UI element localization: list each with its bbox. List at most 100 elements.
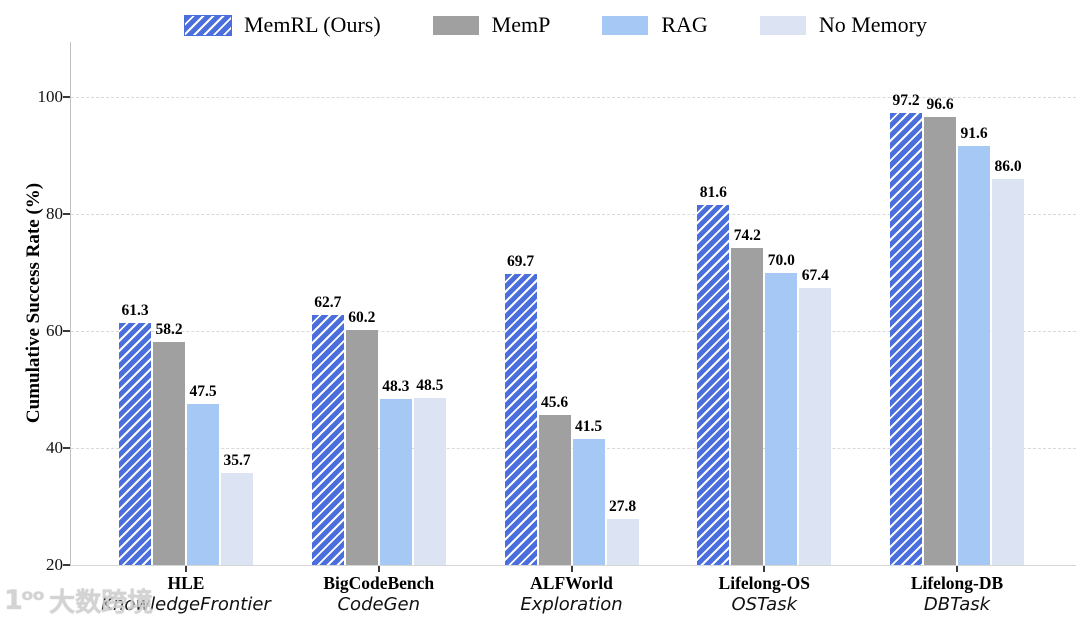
bar-slot: 27.8 [606, 42, 639, 565]
bar-memrl-ours- [311, 315, 344, 565]
legend-label: RAG [661, 12, 708, 37]
y-tick-mark [63, 564, 70, 566]
legend-item-rag: RAG [602, 12, 708, 38]
bar-no-memory [799, 287, 832, 565]
legend-swatch-icon [602, 15, 649, 35]
bar-no-memory [606, 519, 639, 565]
legend: MemRL (Ours) MemP RAG No Memory [184, 12, 927, 38]
bar-value-label: 86.0 [994, 157, 1022, 175]
legend-label: No Memory [818, 12, 927, 37]
bar-value-label: 48.3 [382, 378, 410, 396]
bar-value-label: 69.7 [506, 253, 535, 271]
bar-slot: 97.2 [890, 42, 922, 565]
bar-value-label: 70.0 [767, 251, 795, 269]
bar-value-label: 45.6 [540, 394, 569, 412]
bar-slot: 47.5 [187, 42, 219, 565]
bar-value-label: 61.3 [121, 302, 149, 320]
bar-memrl-ours- [890, 113, 922, 565]
bar-value-label: 47.5 [189, 383, 217, 401]
x-tick-mark [956, 566, 958, 572]
bar-slot: 69.7 [504, 42, 537, 565]
bar-slot: 74.2 [731, 42, 764, 565]
x-tick-mark [185, 566, 187, 572]
y-tick-mark [63, 95, 70, 98]
x-category-subtitle: Exploration [520, 594, 623, 615]
bar-slot: 81.6 [697, 42, 730, 565]
bar-slot: 48.3 [379, 42, 412, 565]
gridline-60 [71, 330, 1076, 332]
bar-rag [765, 272, 798, 565]
x-tick-mark [570, 566, 573, 572]
bar-slot: 48.5 [413, 42, 446, 565]
bar-slot: 91.6 [958, 42, 990, 565]
legend-item-no-memory: No Memory [759, 12, 927, 38]
bar-memrl-ours- [504, 274, 537, 565]
x-category-subtitle: OSTask [731, 594, 798, 615]
gridline-100 [71, 96, 1076, 98]
bar-rag [379, 399, 412, 565]
bar-slot: 70.0 [765, 42, 798, 565]
bar-rag [187, 404, 219, 565]
bar-slot: 60.2 [345, 42, 378, 565]
x-category-label: ALFWorld [530, 573, 613, 593]
legend-item-memp: MemP [432, 12, 551, 38]
plot-area: 20 40 60 80 100 61.3 58.2 47.5 35.7 HLE KnowledgeF… [38, 42, 1076, 615]
bar-slot: 86.0 [992, 42, 1024, 565]
bar-slot: 45.6 [538, 42, 571, 565]
legend-swatch-icon [759, 15, 806, 35]
bar-value-label: 97.2 [892, 92, 920, 110]
bar-memp [153, 341, 185, 565]
bar-value-label: 35.7 [223, 452, 251, 470]
bar-slot: 62.7 [311, 42, 344, 565]
bar-rag [572, 439, 605, 565]
bar-no-memory [992, 178, 1024, 565]
x-category-label: Lifelong-OS [718, 573, 810, 593]
legend-label: MemRL (Ours) [244, 12, 381, 37]
x-category-label: BigCodeBench [323, 573, 435, 593]
x-category-subtitle: KnowledgeFrontier [101, 594, 271, 615]
bar-value-label: 96.6 [926, 95, 954, 113]
bar-slot: 35.7 [221, 42, 253, 565]
x-category-subtitle: DBTask [923, 594, 991, 615]
y-tick-label: 20 [46, 555, 63, 574]
bar-rag [958, 146, 990, 565]
bar-value-label: 60.2 [348, 308, 376, 326]
bar-value-label: 27.8 [608, 498, 637, 516]
y-tick-label: 80 [46, 203, 63, 223]
y-tick-label: 40 [46, 437, 63, 457]
x-tick-mark [763, 566, 766, 572]
bar-group-bigcodebench: 62.7 60.2 48.3 48.5 [311, 42, 446, 565]
bar-slot: 96.6 [924, 42, 956, 565]
bar-value-label: 67.4 [801, 266, 829, 284]
bar-value-label: 48.5 [416, 377, 444, 395]
bar-no-memory [221, 473, 253, 565]
watermark-logo-icon: 1ᵒᵒ [4, 585, 45, 616]
legend-swatch-icon [432, 15, 479, 35]
legend-item-memrl-ours-: MemRL (Ours) [184, 12, 381, 38]
legend-swatch-icon [184, 14, 232, 36]
bar-slot: 58.2 [153, 42, 185, 565]
bar-memp [731, 247, 764, 565]
bar-value-label: 81.6 [699, 183, 727, 201]
y-tick-mark [63, 329, 70, 332]
x-category-subtitle: CodeGen [337, 594, 420, 615]
y-tick-label: 60 [46, 320, 63, 340]
y-tick-label: 100 [37, 86, 64, 106]
bar-group-lifelong-db: 97.2 96.6 91.6 86.0 [890, 42, 1024, 565]
bar-slot: 67.4 [799, 42, 832, 565]
bar-memp [924, 116, 956, 565]
bar-memrl-ours- [697, 204, 730, 565]
x-category-label: Lifelong-DB [910, 573, 1004, 593]
bar-slot: 41.5 [572, 42, 605, 565]
bar-slot: 61.3 [119, 42, 151, 565]
bar-value-label: 58.2 [155, 320, 183, 338]
bar-group-alfworld: 69.7 45.6 41.5 27.8 [504, 42, 639, 565]
bar-memp [538, 415, 571, 565]
bar-value-label: 41.5 [574, 418, 603, 436]
legend-label: MemP [491, 12, 551, 37]
bar-memrl-ours- [119, 323, 151, 565]
y-tick-mark [63, 212, 70, 215]
x-category-label: HLE [167, 573, 205, 593]
bar-group-lifelong-os: 81.6 74.2 70.0 67.4 [697, 42, 832, 565]
